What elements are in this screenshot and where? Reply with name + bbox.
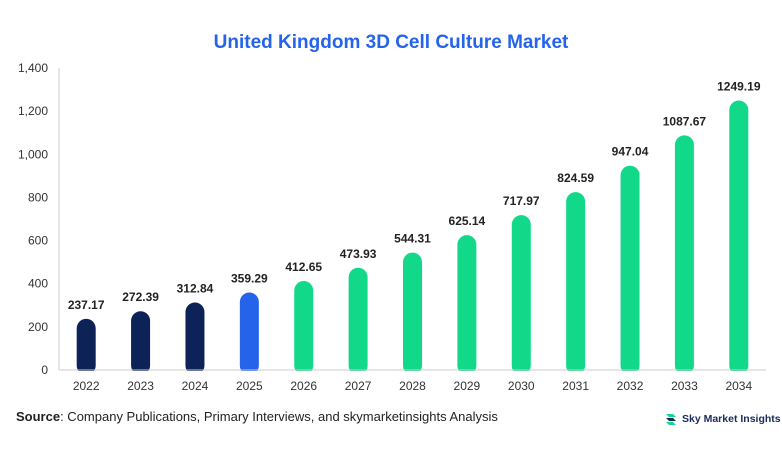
data-label: 412.65 [285, 260, 322, 274]
x-tick-label: 2027 [345, 379, 372, 393]
bar [403, 252, 422, 375]
bar [674, 135, 694, 375]
y-tick-label: 1,000 [18, 147, 48, 161]
axis-mask [60, 371, 767, 377]
bar [185, 302, 205, 375]
data-label: 544.31 [394, 232, 431, 246]
y-tick-label: 0 [41, 363, 48, 377]
x-tick-label: 2024 [182, 379, 209, 393]
x-tick-label: 2032 [617, 379, 644, 393]
data-label: 947.04 [612, 145, 649, 159]
bar [566, 192, 586, 375]
data-label: 237.17 [68, 298, 105, 312]
x-tick-label: 2028 [399, 379, 426, 393]
source-label: Source [16, 409, 61, 424]
data-label: 625.14 [449, 214, 486, 228]
x-tick-label: 2022 [73, 379, 100, 393]
bar [131, 311, 151, 375]
data-label: 272.39 [122, 290, 159, 304]
y-tick-label: 800 [28, 190, 48, 204]
x-tick-label: 2033 [671, 379, 698, 393]
y-tick-label: 400 [28, 277, 48, 291]
x-tick-label: 2025 [236, 379, 263, 393]
x-tick-label: 2023 [127, 379, 154, 393]
data-label: 824.59 [557, 171, 594, 185]
sky-market-insights-logo-icon [666, 414, 676, 425]
brand-name: Sky Market Insights [682, 413, 781, 425]
bar [239, 292, 259, 375]
chart-title: United Kingdom 3D Cell Culture Market [213, 32, 569, 53]
data-label: 359.29 [231, 271, 268, 285]
bar [294, 280, 314, 375]
y-tick-label: 1,400 [18, 61, 48, 75]
data-label: 717.97 [503, 194, 540, 208]
bar [620, 165, 640, 375]
y-tick-label: 200 [28, 320, 48, 334]
y-tick-label: 1,200 [18, 104, 48, 118]
x-tick-label: 2029 [454, 379, 481, 393]
source-note: Source: Company Publications, Primary In… [16, 409, 498, 424]
data-label: 1087.67 [663, 114, 707, 128]
y-tick-label: 600 [28, 234, 48, 248]
bar [511, 215, 531, 375]
bar [457, 235, 477, 375]
bar [348, 267, 368, 375]
x-tick-label: 2034 [725, 379, 752, 393]
brand-logo: Sky Market Insights [664, 412, 781, 426]
source-text: : Company Publications, Primary Intervie… [60, 409, 498, 424]
x-tick-label: 2026 [290, 379, 317, 393]
bar [729, 100, 749, 376]
data-label: 312.84 [177, 282, 214, 296]
x-tick-label: 2030 [508, 379, 535, 393]
data-label: 1249.19 [717, 80, 761, 94]
bar [76, 318, 96, 375]
data-label: 473.93 [340, 247, 377, 261]
x-tick-label: 2031 [562, 379, 589, 393]
